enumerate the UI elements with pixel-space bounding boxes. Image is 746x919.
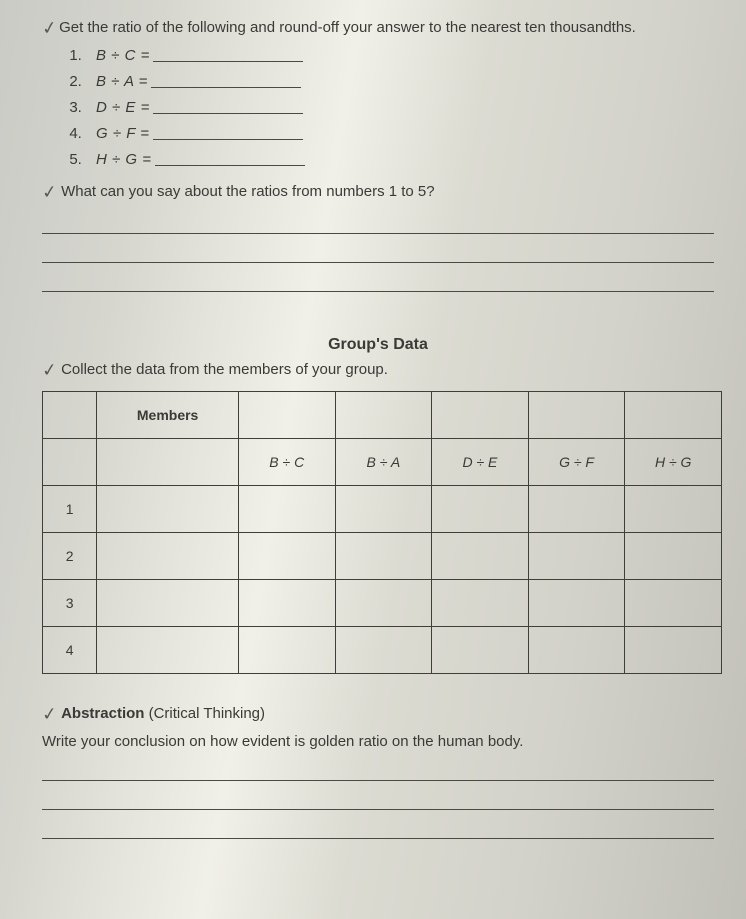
data-cell[interactable] [335, 486, 432, 533]
table-header-blank [335, 392, 432, 439]
data-cell[interactable] [432, 580, 529, 627]
ratio-expression: G ÷ F = [96, 125, 150, 142]
table-header-blank [432, 392, 529, 439]
groups-data-title: Group's Data [38, 336, 718, 354]
col-header: H ÷ G [625, 439, 722, 486]
data-cell[interactable] [238, 627, 335, 674]
answer-blank[interactable] [153, 99, 303, 114]
answer-lines-1 [42, 211, 714, 292]
answer-blank[interactable] [155, 151, 305, 166]
data-cell[interactable] [432, 627, 529, 674]
data-cell[interactable] [432, 533, 529, 580]
ratio-item: B ÷ C = [86, 47, 718, 64]
table-corner-cell [43, 392, 97, 439]
data-cell[interactable] [335, 533, 432, 580]
groups-sub-text: Collect the data from the members of you… [61, 361, 388, 378]
answer-line[interactable] [42, 211, 714, 234]
data-cell[interactable] [335, 580, 432, 627]
data-cell[interactable] [528, 627, 625, 674]
data-cell[interactable] [528, 486, 625, 533]
member-cell[interactable] [97, 533, 239, 580]
table-blank-cell [97, 439, 239, 486]
ratio-expression: D ÷ E = [96, 99, 150, 116]
col-header: B ÷ C [238, 439, 335, 486]
instruction-text: ✓Get the ratio of the following and roun… [42, 18, 718, 39]
member-cell[interactable] [97, 580, 239, 627]
answer-line[interactable] [42, 240, 714, 263]
row-number: 2 [43, 533, 97, 580]
answer-lines-2 [42, 758, 714, 839]
answer-blank[interactable] [151, 73, 301, 88]
table-header-blank [528, 392, 625, 439]
answer-blank[interactable] [153, 125, 303, 140]
ratio-expression: B ÷ C = [96, 47, 150, 64]
data-cell[interactable] [238, 486, 335, 533]
answer-line[interactable] [42, 758, 714, 781]
checkmark-icon: ✓ [41, 703, 58, 725]
members-header: Members [97, 392, 239, 439]
checkmark-icon: ✓ [41, 17, 59, 40]
ratio-expression: B ÷ A = [96, 73, 148, 90]
ratio-item: G ÷ F = [86, 125, 718, 142]
data-cell[interactable] [528, 533, 625, 580]
answer-blank[interactable] [153, 47, 303, 62]
table-header-blank [625, 392, 722, 439]
table-header-row-2: B ÷ C B ÷ A D ÷ E G ÷ F H ÷ G [43, 439, 722, 486]
answer-line[interactable] [42, 269, 714, 292]
data-cell[interactable] [528, 580, 625, 627]
ratio-item: H ÷ G = [86, 151, 718, 168]
ratio-item: D ÷ E = [86, 99, 718, 116]
row-number: 1 [43, 486, 97, 533]
data-cell[interactable] [625, 580, 722, 627]
data-cell[interactable] [432, 486, 529, 533]
question-1: ✓What can you say about the ratios from … [42, 182, 718, 203]
data-cell[interactable] [238, 533, 335, 580]
abstraction-question: Write your conclusion on how evident is … [42, 733, 718, 750]
member-cell[interactable] [97, 627, 239, 674]
col-header: G ÷ F [528, 439, 625, 486]
data-cell[interactable] [335, 627, 432, 674]
ratio-expression: H ÷ G = [96, 151, 152, 168]
data-cell[interactable] [625, 627, 722, 674]
abstraction-heading: ✓Abstraction (Critical Thinking) [42, 704, 718, 725]
member-cell[interactable] [97, 486, 239, 533]
table-blank-cell [43, 439, 97, 486]
data-cell[interactable] [238, 580, 335, 627]
row-number: 3 [43, 580, 97, 627]
groups-table: Members B ÷ C B ÷ A D ÷ E G ÷ F H ÷ G 1 [42, 391, 722, 674]
checkmark-icon: ✓ [41, 359, 58, 381]
col-header: D ÷ E [432, 439, 529, 486]
abstraction-rest: (Critical Thinking) [144, 705, 265, 722]
table-row: 2 [43, 533, 722, 580]
table-row: 3 [43, 580, 722, 627]
data-cell[interactable] [625, 486, 722, 533]
groups-data-subtitle: ✓Collect the data from the members of yo… [42, 360, 718, 381]
question-1-text: What can you say about the ratios from n… [61, 183, 435, 200]
ratio-list: B ÷ C = B ÷ A = D ÷ E = G ÷ F = H ÷ G = [86, 47, 718, 168]
col-header: B ÷ A [335, 439, 432, 486]
row-number: 4 [43, 627, 97, 674]
abstraction-bold: Abstraction [61, 705, 144, 722]
table-header-blank [238, 392, 335, 439]
table-row: 1 [43, 486, 722, 533]
ratio-item: B ÷ A = [86, 73, 718, 90]
table-header-row-1: Members [43, 392, 722, 439]
table-row: 4 [43, 627, 722, 674]
instruction-content: Get the ratio of the following and round… [59, 19, 636, 36]
answer-line[interactable] [42, 787, 714, 810]
answer-line[interactable] [42, 816, 714, 839]
data-cell[interactable] [625, 533, 722, 580]
checkmark-icon: ✓ [41, 181, 58, 203]
